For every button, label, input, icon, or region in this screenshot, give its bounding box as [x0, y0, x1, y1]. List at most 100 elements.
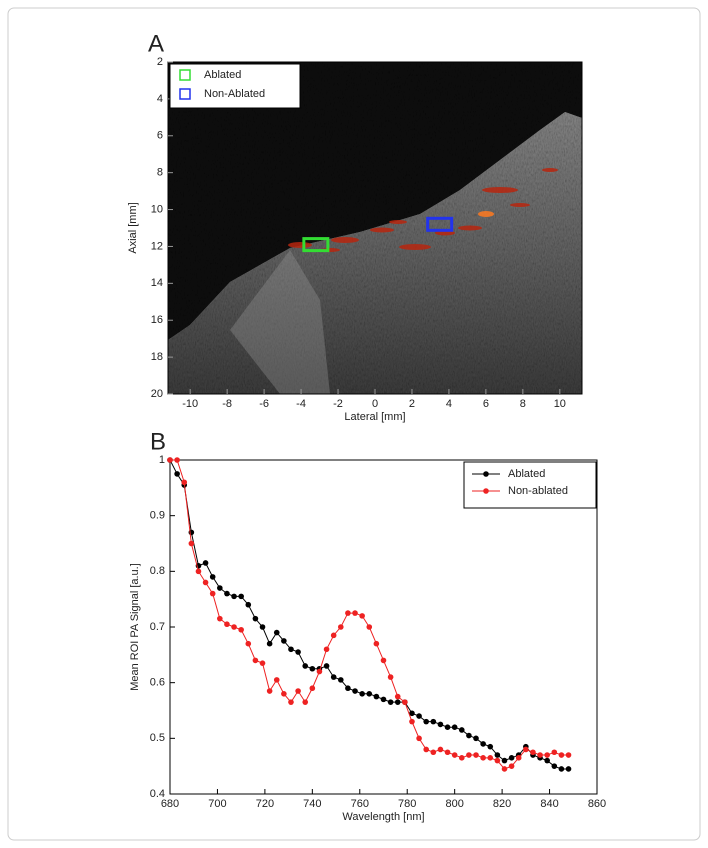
data-point — [366, 691, 373, 697]
x-tick-label: 820 — [493, 798, 511, 810]
x-tick-label: 760 — [351, 798, 369, 810]
data-point — [544, 757, 550, 764]
data-point — [316, 668, 323, 675]
data-point — [501, 766, 508, 772]
data-point — [380, 657, 387, 664]
panel-label: B — [150, 428, 166, 455]
data-point — [565, 752, 572, 758]
data-point — [444, 724, 451, 730]
x-tick-label: -2 — [333, 398, 343, 410]
data-point — [508, 763, 515, 769]
data-point — [238, 593, 244, 600]
y-tick-label: 0.7 — [150, 621, 165, 633]
data-point — [224, 621, 230, 628]
data-point — [451, 752, 458, 758]
data-point — [295, 688, 301, 694]
data-point — [259, 660, 266, 666]
data-point — [423, 718, 430, 725]
data-point — [352, 688, 358, 694]
y-tick-label: 0.9 — [150, 510, 165, 522]
x-tick-label: 840 — [540, 798, 558, 810]
data-point — [181, 479, 188, 486]
data-point — [273, 629, 280, 636]
roi-box — [426, 216, 454, 232]
legend-box — [169, 63, 301, 109]
data-point — [359, 691, 365, 697]
ultrasound-image — [168, 62, 582, 394]
data-point — [309, 665, 316, 672]
data-point — [323, 663, 330, 669]
data-point — [387, 674, 394, 680]
data-point — [252, 657, 259, 664]
legend-label: Ablated — [508, 468, 545, 480]
panel-label: A — [148, 30, 164, 57]
data-point — [501, 757, 508, 764]
data-point — [537, 752, 543, 758]
data-point — [245, 640, 252, 647]
y-tick-label: 18 — [151, 351, 163, 363]
x-axis-label: Wavelength [nm] — [342, 811, 424, 823]
data-point — [487, 755, 494, 761]
x-tick-label: 780 — [398, 798, 416, 810]
data-point — [473, 752, 479, 758]
data-point — [338, 677, 344, 683]
data-point — [380, 696, 387, 703]
y-tick-label: 6 — [157, 130, 163, 142]
data-point — [394, 693, 401, 700]
data-point — [480, 755, 486, 761]
data-point — [167, 457, 173, 463]
data-point — [202, 579, 209, 586]
data-point — [544, 752, 550, 758]
x-tick-label: 10 — [554, 398, 566, 410]
y-tick-label: 0.6 — [150, 677, 165, 689]
y-axis-label: Mean ROI PA Signal [a.u.] — [129, 563, 141, 691]
data-point — [231, 593, 237, 600]
data-point — [330, 674, 337, 680]
data-point — [195, 568, 202, 575]
data-point — [288, 646, 294, 653]
data-point — [330, 632, 337, 639]
data-point — [209, 574, 216, 580]
data-point — [245, 601, 252, 608]
data-point — [302, 663, 309, 669]
data-point — [295, 649, 301, 655]
x-tick-label: -4 — [296, 398, 306, 410]
data-point — [451, 724, 458, 730]
x-tick-label: 800 — [445, 798, 463, 810]
data-point — [338, 624, 344, 630]
data-point — [515, 755, 522, 761]
data-point — [217, 585, 223, 591]
y-tick-label: 0.5 — [150, 732, 165, 744]
data-point — [409, 718, 415, 725]
y-tick-label: 2 — [157, 56, 163, 68]
y-tick-label: 4 — [157, 93, 163, 105]
legend-swatch — [179, 69, 191, 81]
legend-box — [463, 461, 597, 509]
x-tick-label: 0 — [372, 398, 378, 410]
data-point — [458, 727, 465, 733]
y-tick-label: 20 — [151, 388, 163, 400]
data-point — [281, 691, 287, 697]
x-tick-label: 860 — [588, 798, 606, 810]
legend-label: Non-Ablated — [204, 88, 265, 100]
legend-swatch — [179, 88, 191, 100]
data-point — [423, 746, 430, 753]
data-point — [437, 721, 444, 728]
legend-marker — [483, 471, 489, 477]
legend-label: Ablated — [204, 69, 241, 81]
x-tick-label: 700 — [208, 798, 226, 810]
data-point — [188, 540, 195, 547]
data-point — [444, 749, 451, 756]
legend-marker — [483, 488, 489, 494]
data-point — [209, 590, 216, 597]
data-point — [558, 752, 565, 758]
data-point — [366, 624, 373, 630]
data-point — [202, 560, 209, 566]
data-point — [466, 752, 472, 758]
y-tick-label: 1 — [159, 454, 165, 466]
data-point — [266, 640, 273, 647]
data-point — [458, 755, 465, 761]
y-tick-label: 0.4 — [150, 788, 165, 800]
x-tick-label: 2 — [409, 398, 415, 410]
